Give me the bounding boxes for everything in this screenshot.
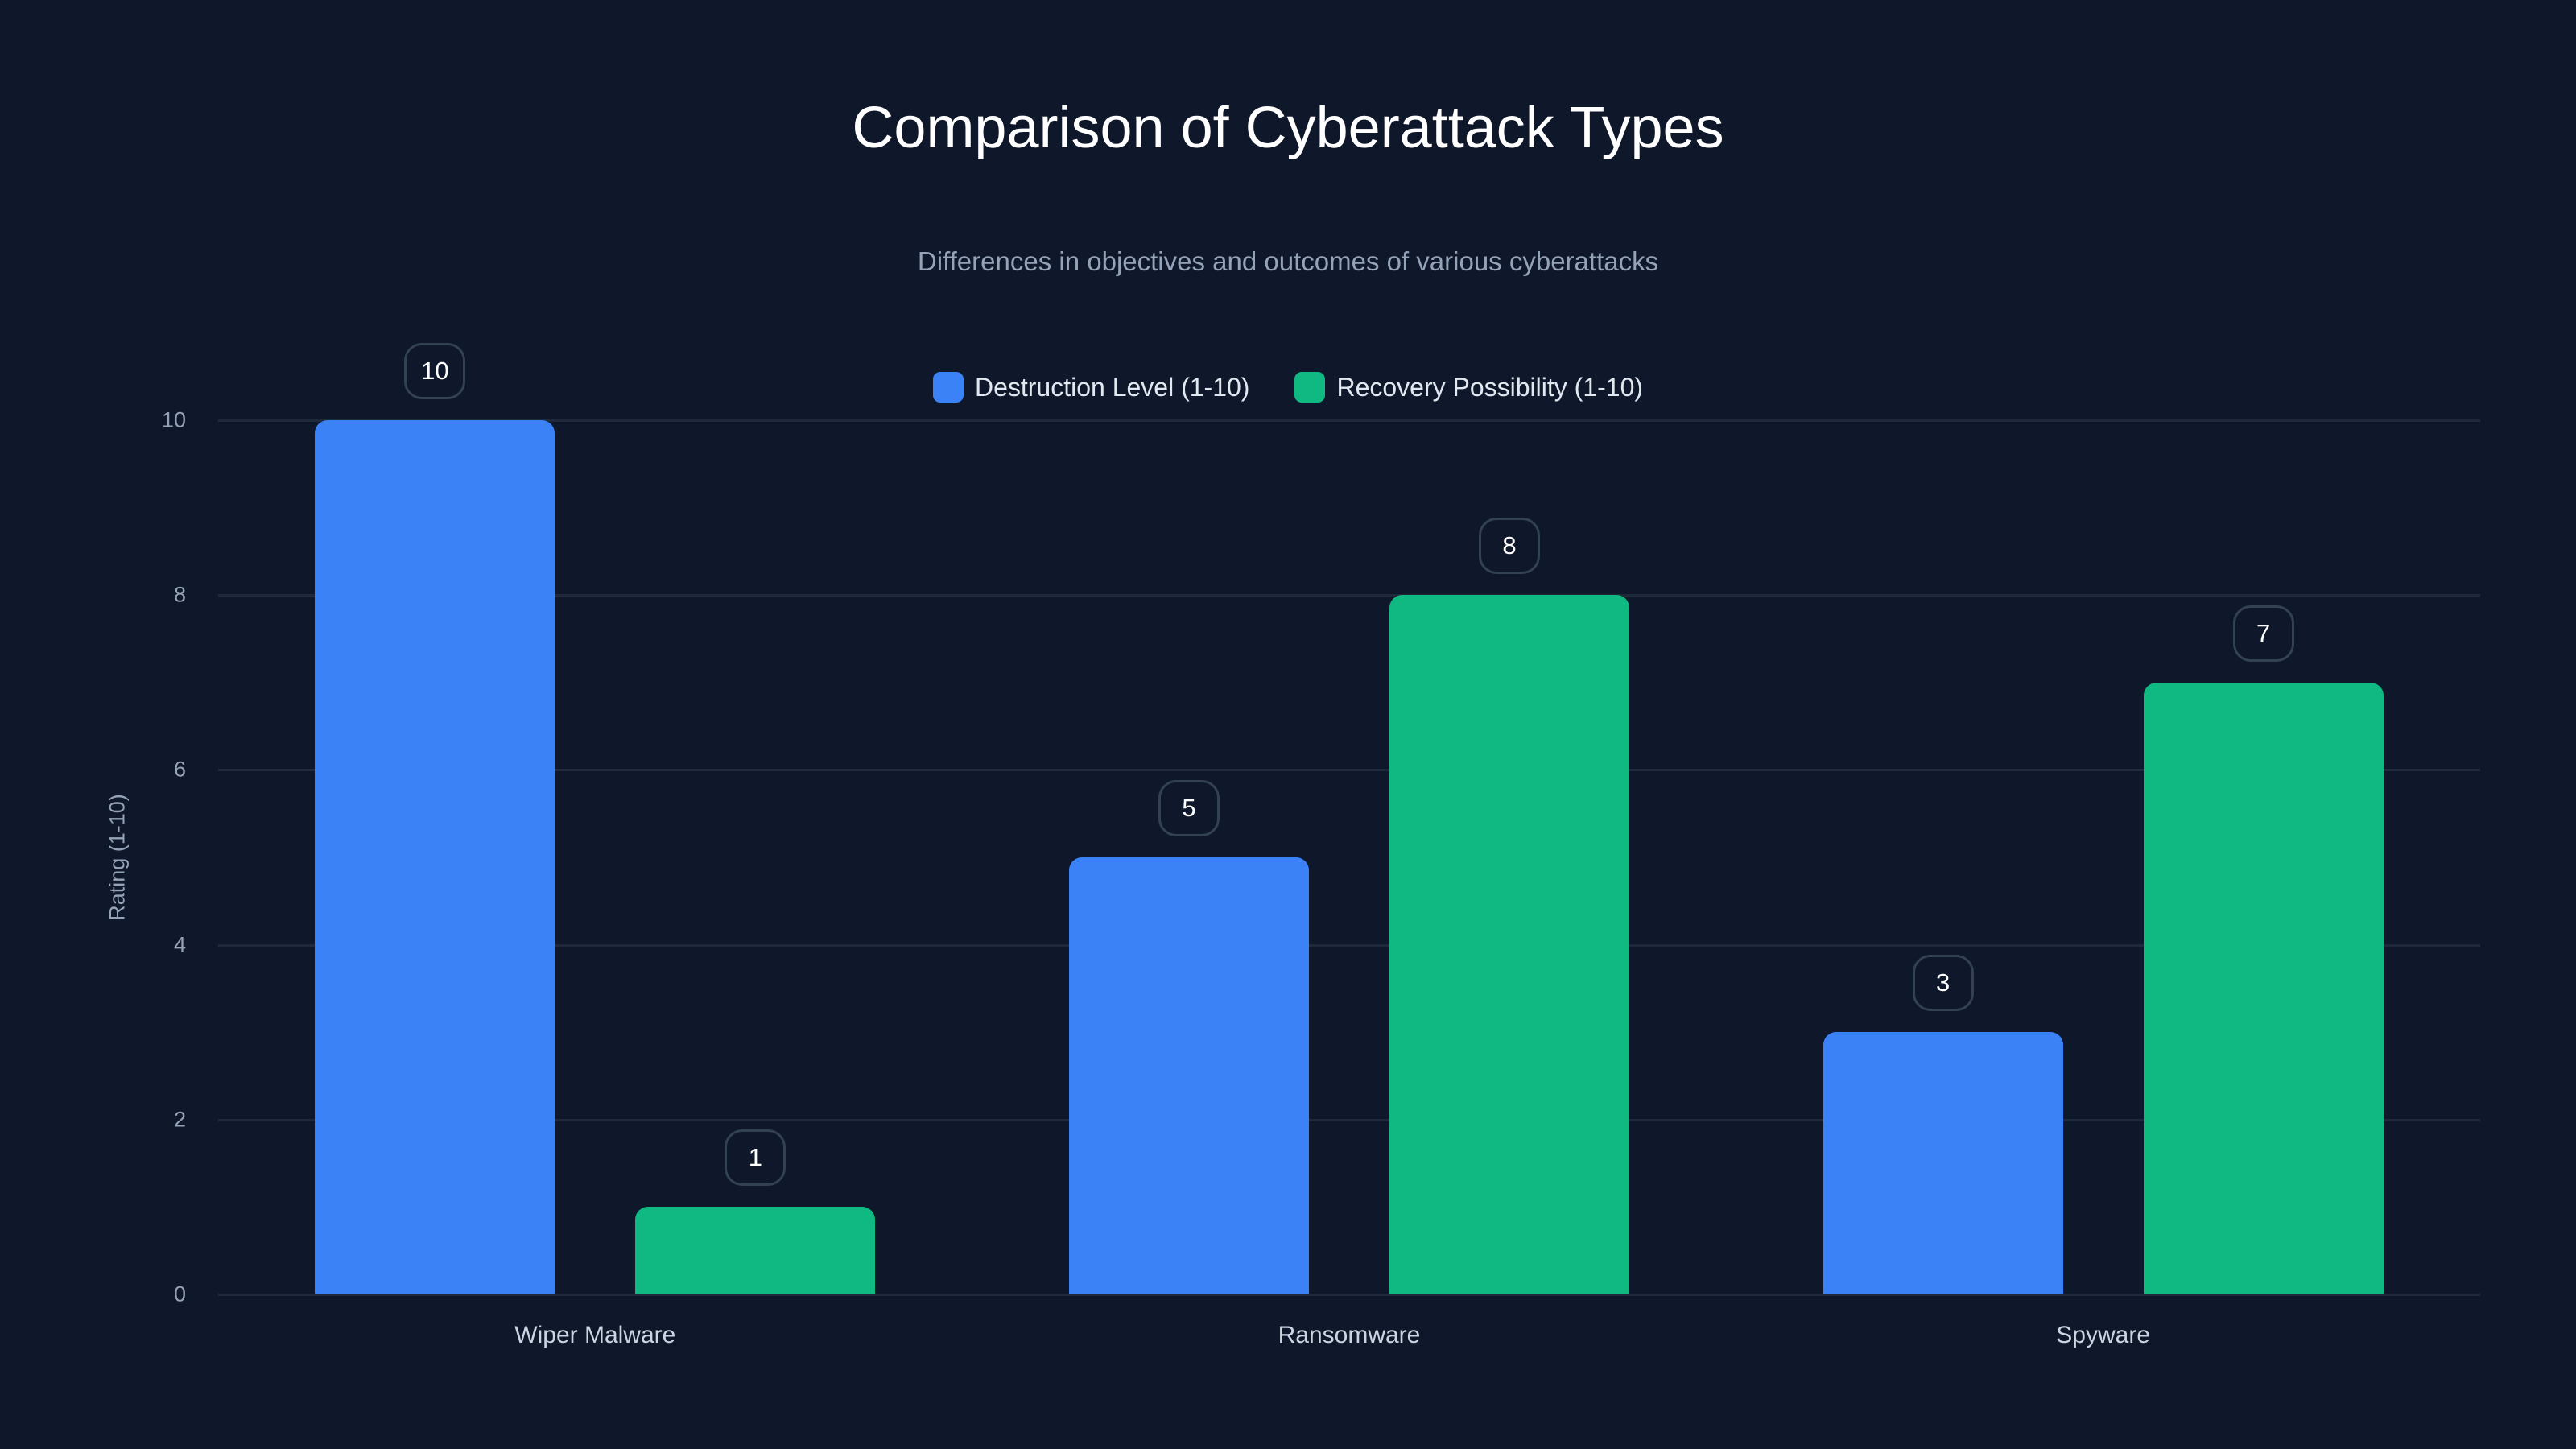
value-label: 7 [2232,605,2294,662]
value-label: 1 [724,1129,786,1187]
legend-item-recovery[interactable]: Recovery Possibility (1-10) [1294,372,1643,402]
gridline [218,769,2480,772]
x-tick-label: Ransomware [1278,1322,1421,1348]
legend-label: Recovery Possibility (1-10) [1336,372,1644,402]
value-label: 8 [1479,518,1540,575]
value-label: 3 [1912,955,1974,1012]
bar-ransomware-destruction[interactable] [1069,857,1309,1294]
y-tick-label: 6 [173,757,186,782]
value-label: 10 [404,343,466,399]
bar-spyware-recovery[interactable] [2143,682,2384,1294]
chart-subtitle: Differences in objectives and outcomes o… [917,246,1659,276]
legend: Destruction Level (1-10) Recovery Possib… [0,372,2576,402]
gridline [218,1294,2480,1296]
y-tick-label: 4 [173,932,186,957]
gridline [218,1118,2480,1121]
y-tick-label: 2 [173,1107,186,1132]
gridline [218,943,2480,947]
bar-wiper-malware-destruction[interactable] [315,420,555,1294]
legend-swatch-blue-icon [932,372,964,402]
x-tick-label: Wiper Malware [514,1322,676,1348]
chart-title: Comparison of Cyberattack Types [852,96,1724,160]
y-tick-label: 8 [173,582,186,607]
gridline [218,419,2480,422]
gridline [218,594,2480,597]
y-axis-label: Rating (1-10) [105,794,130,921]
bar-spyware-destruction[interactable] [1823,1032,2063,1294]
value-label: 5 [1158,780,1220,836]
legend-swatch-green-icon [1294,372,1326,402]
plot-area: 0 2 4 6 8 10 10 1 5 8 3 7 [162,343,2480,1307]
x-tick-label: Spyware [2056,1322,2151,1348]
y-tick-label: 0 [173,1282,186,1307]
y-tick-label: 10 [161,407,186,432]
bar-ransomware-recovery[interactable] [1389,595,1629,1294]
legend-label: Destruction Level (1-10) [974,372,1250,402]
bar-wiper-malware-recovery[interactable] [635,1207,876,1294]
legend-item-destruction[interactable]: Destruction Level (1-10) [932,372,1250,402]
